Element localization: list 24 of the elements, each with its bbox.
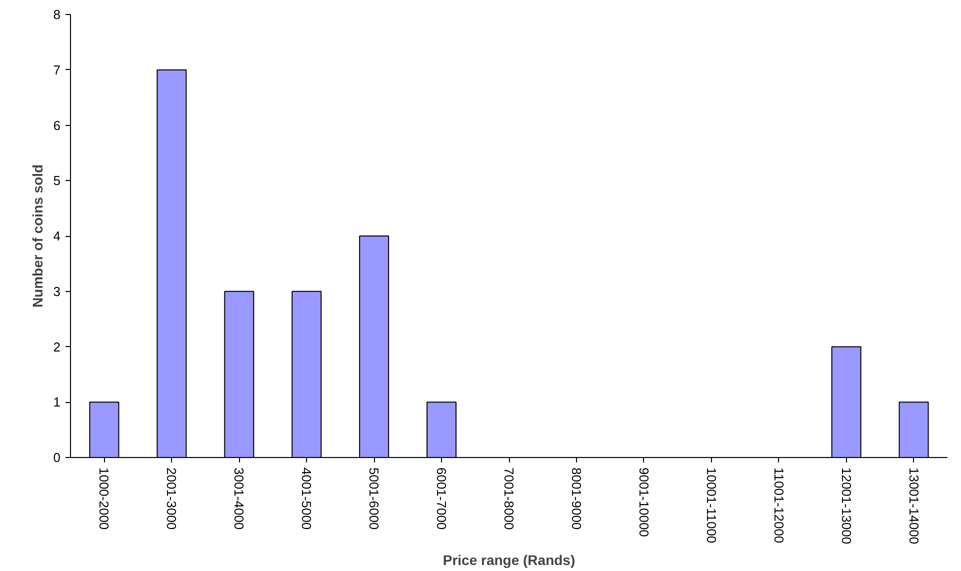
x-tick-label: 2001-3000 xyxy=(164,468,180,530)
y-tick-label: 6 xyxy=(53,118,61,133)
y-tick-label: 8 xyxy=(53,7,61,22)
y-axis-title: Number of coins sold xyxy=(29,164,46,308)
x-tick-label: 8001-9000 xyxy=(568,468,584,530)
x-tick-label: 11001-12000 xyxy=(771,468,786,544)
x-tick-label: 5001-6000 xyxy=(366,468,382,530)
x-tick-label: 4001-5000 xyxy=(299,468,314,530)
y-tick-label: 4 xyxy=(53,228,61,244)
x-tick-label: 13001-14000 xyxy=(906,468,922,544)
x-tick-label: 9001-10000 xyxy=(636,468,652,537)
y-tick-label: 5 xyxy=(53,173,61,188)
x-tick-label: 1000-2000 xyxy=(96,468,112,530)
x-tick-label: 7001-8000 xyxy=(502,468,516,530)
y-tick-label: 7 xyxy=(53,62,61,78)
x-tick-label: 3001-4000 xyxy=(232,468,247,530)
y-tick-label: 0 xyxy=(53,450,61,465)
x-axis-title: Price range (Rands) xyxy=(442,552,576,568)
y-tick-label: 3 xyxy=(53,284,61,299)
y-tick-label: 1 xyxy=(53,394,61,410)
y-tick-label: 2 xyxy=(53,339,61,354)
x-tick-label: 10001-11000 xyxy=(704,468,719,544)
x-tick-label: 12001-13000 xyxy=(838,468,854,544)
x-tick-label: 6001-7000 xyxy=(434,468,450,530)
